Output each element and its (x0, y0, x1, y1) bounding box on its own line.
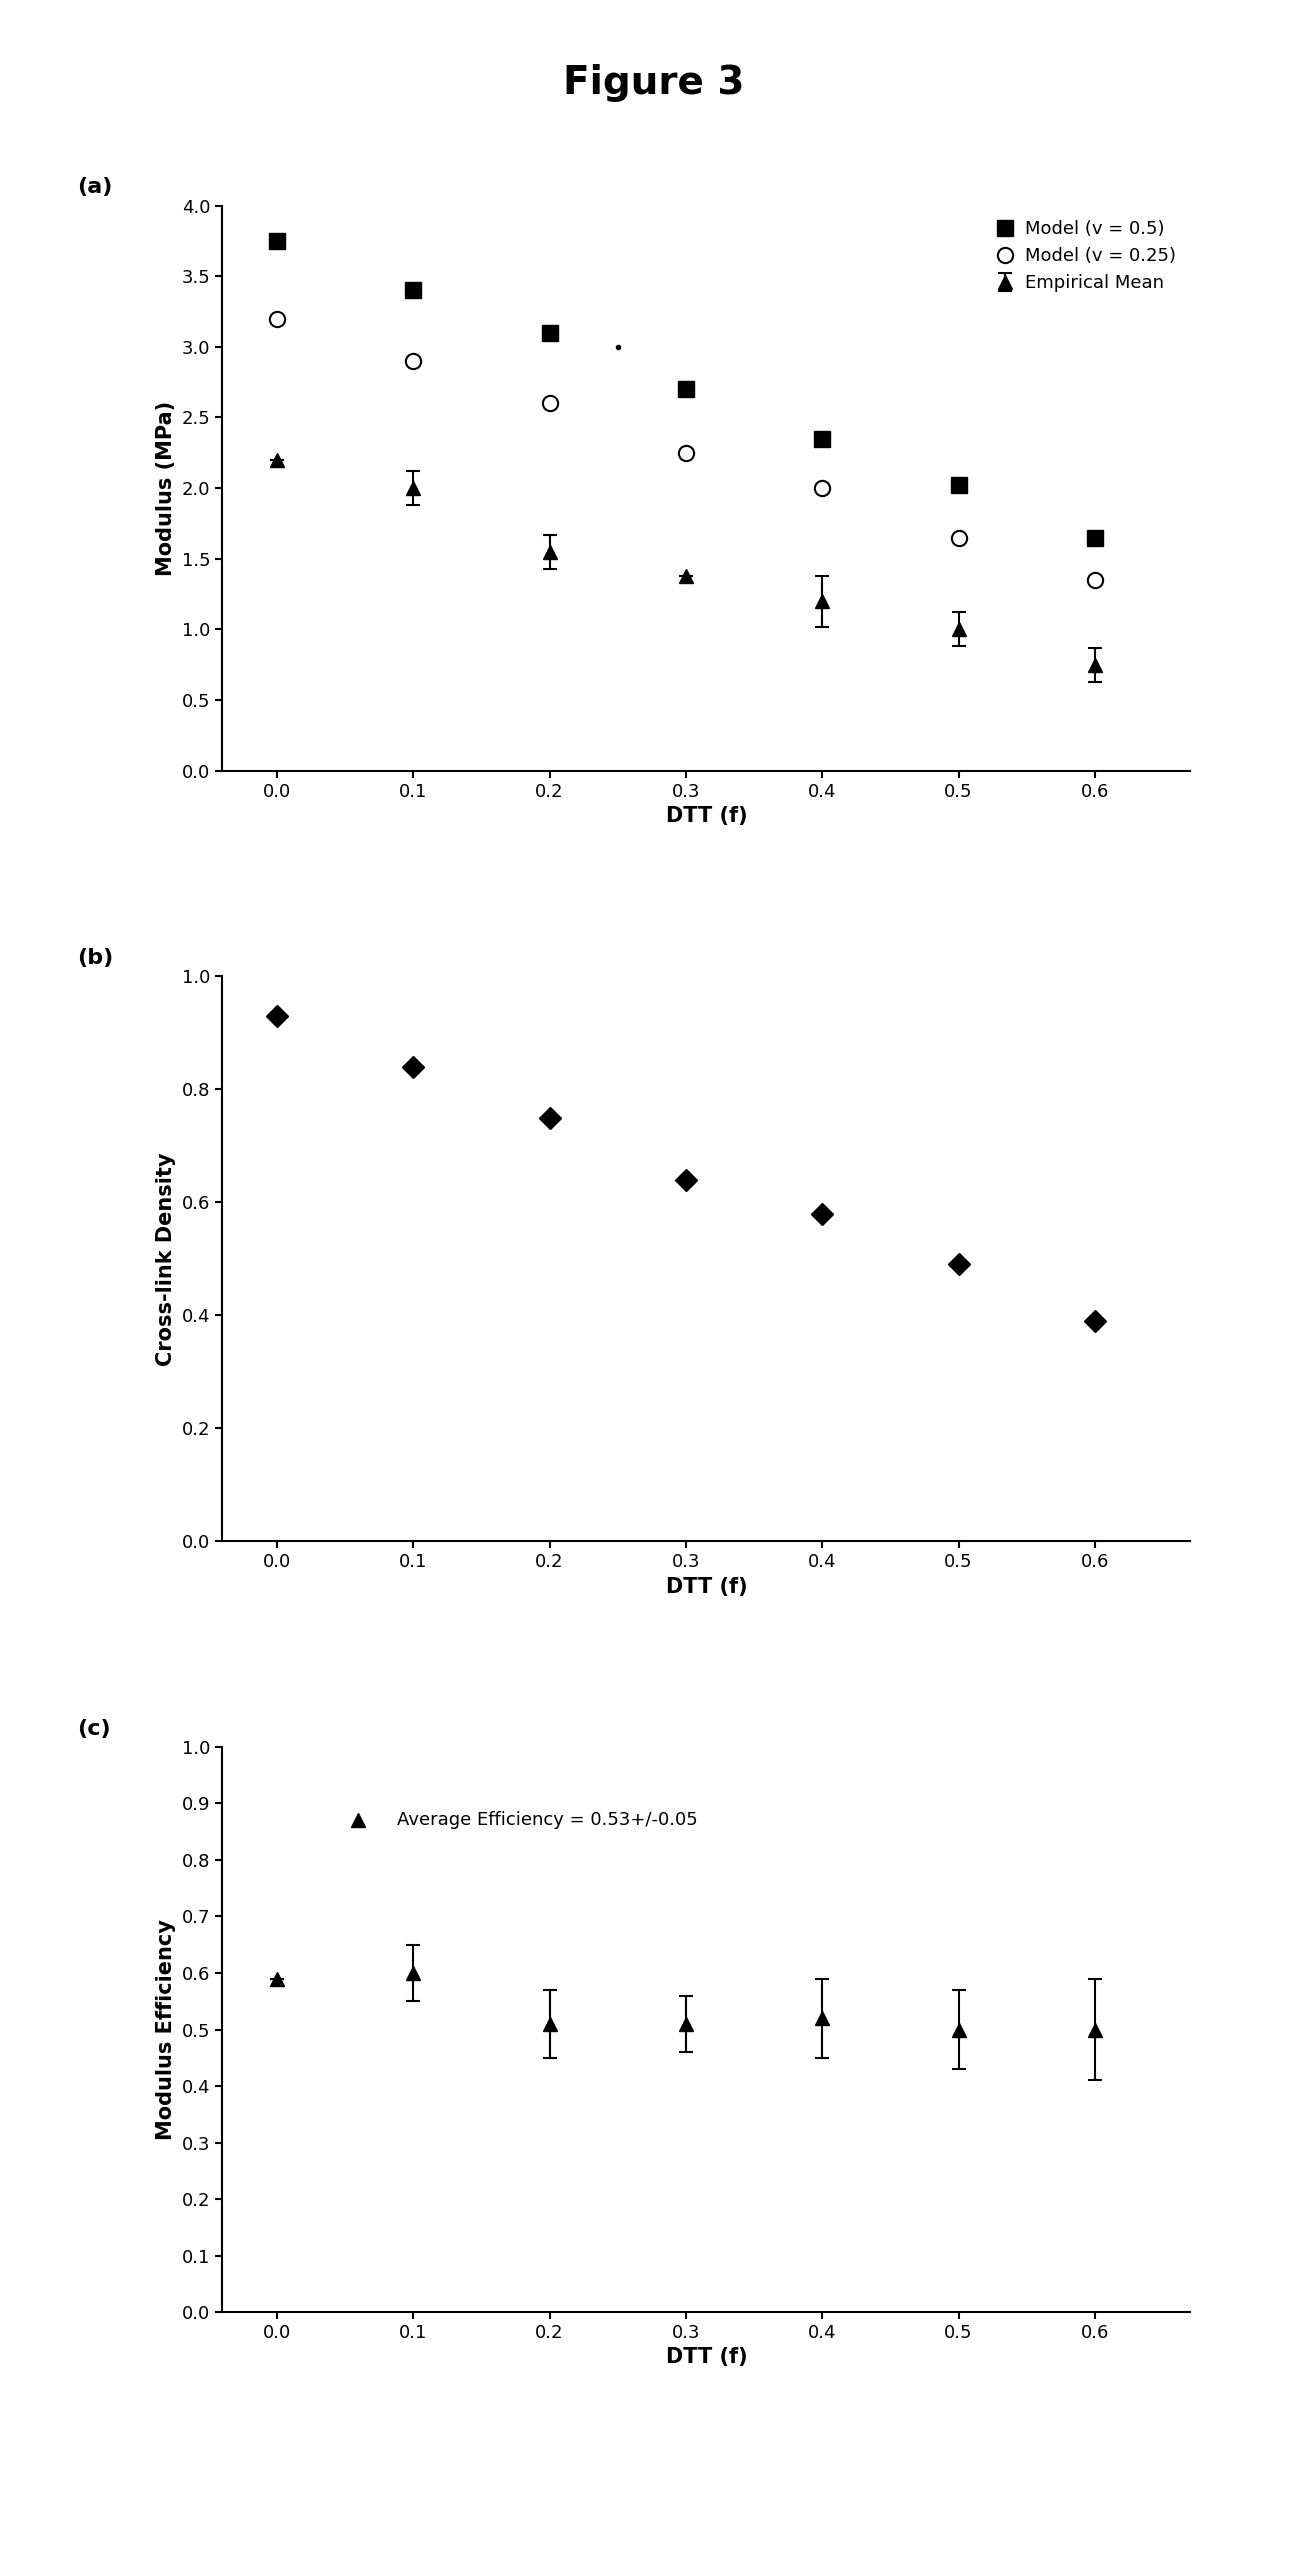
X-axis label: DTT (f): DTT (f) (666, 1577, 747, 1598)
X-axis label: DTT (f): DTT (f) (666, 807, 747, 827)
Y-axis label: Cross-link Density: Cross-link Density (157, 1151, 177, 1367)
Model (v = 0.5) (678, 375, 693, 406)
X-axis label: DTT (f): DTT (f) (666, 2348, 747, 2369)
Text: (c): (c) (77, 1719, 111, 1739)
Model (v = 0.5) (269, 226, 285, 257)
Model (v = 0.25) (269, 303, 285, 334)
Model (v = 0.25) (542, 388, 557, 419)
Line: Model (v = 0.25): Model (v = 0.25) (269, 311, 1103, 588)
Y-axis label: Modulus (MPa): Modulus (MPa) (156, 401, 177, 575)
Model (v = 0.25) (951, 522, 967, 552)
Model (v = 0.5) (405, 275, 421, 306)
Model (v = 0.5) (951, 470, 967, 501)
Model (v = 0.25) (405, 347, 421, 378)
Model (v = 0.5) (542, 319, 557, 349)
Model (v = 0.5) (1087, 522, 1103, 552)
Line: Model (v = 0.5): Model (v = 0.5) (269, 234, 1103, 545)
Text: Figure 3: Figure 3 (564, 64, 744, 103)
Model (v = 0.25) (1087, 565, 1103, 596)
Text: (a): (a) (77, 177, 112, 198)
Legend: Model (v = 0.5), Model (v = 0.25), Empirical Mean: Model (v = 0.5), Model (v = 0.25), Empir… (989, 216, 1181, 298)
Model (v = 0.25) (678, 437, 693, 468)
Model (v = 0.5) (815, 424, 831, 455)
Text: (b): (b) (77, 948, 114, 969)
Text: Average Efficiency = 0.53+/-0.05: Average Efficiency = 0.53+/-0.05 (396, 1811, 697, 1829)
Y-axis label: Modulus Efficiency: Modulus Efficiency (157, 1919, 177, 2140)
Model (v = 0.25) (815, 473, 831, 504)
